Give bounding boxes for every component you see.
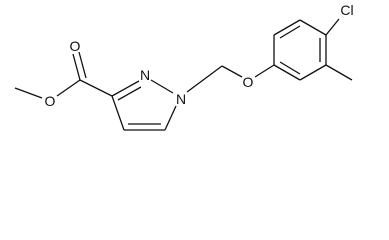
bonds: [14, 18, 353, 131]
atom-label: N: [176, 91, 186, 107]
atom-label: O: [70, 38, 81, 54]
structure: O O N N O Cl: [14, 2, 354, 131]
atom-label: O: [243, 74, 254, 90]
atom-labels: O O N N O Cl: [45, 2, 354, 109]
atom-label: O: [45, 93, 56, 109]
atom-label: Cl: [340, 2, 353, 18]
atom-label: N: [140, 67, 150, 83]
